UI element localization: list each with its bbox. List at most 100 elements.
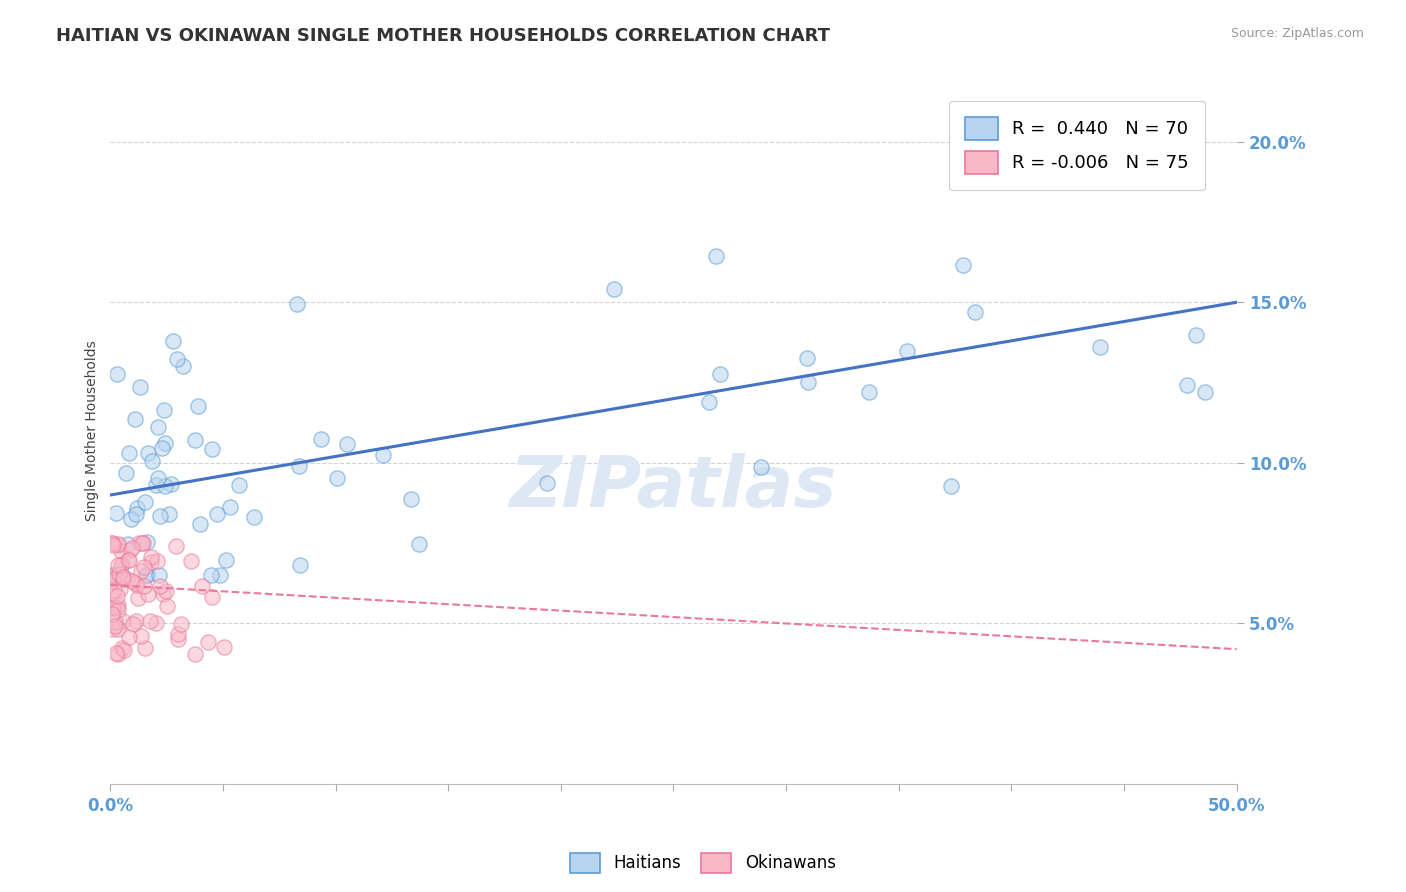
Point	[101, 572, 124, 586]
Point	[105, 589, 128, 603]
Point	[167, 627, 190, 641]
Point	[952, 258, 974, 272]
Point	[167, 632, 190, 647]
Point	[117, 537, 139, 551]
Point	[858, 385, 880, 400]
Point	[285, 297, 308, 311]
Text: ZIPatlas: ZIPatlas	[510, 453, 837, 522]
Point	[107, 558, 129, 573]
Point	[288, 458, 311, 473]
Legend: R =  0.440   N = 70, R = -0.006   N = 75: R = 0.440 N = 70, R = -0.006 N = 75	[949, 101, 1205, 190]
Point	[122, 616, 145, 631]
Point	[146, 554, 169, 568]
Point	[1185, 328, 1208, 343]
Point	[1175, 378, 1198, 392]
Point	[326, 471, 349, 485]
Point	[135, 535, 157, 549]
Point	[110, 544, 132, 558]
Point	[129, 379, 152, 393]
Point	[336, 436, 359, 450]
Point	[111, 570, 134, 584]
Point	[288, 558, 311, 573]
Point	[117, 552, 139, 566]
Point	[132, 559, 155, 574]
Point	[212, 640, 235, 654]
Point	[155, 478, 177, 492]
Point	[149, 579, 172, 593]
Point	[162, 334, 184, 348]
Point	[243, 510, 266, 524]
Point	[104, 506, 127, 520]
Point	[107, 537, 129, 551]
Point	[170, 617, 193, 632]
Point	[125, 615, 148, 629]
Point	[115, 467, 138, 481]
Point	[136, 568, 159, 582]
Text: Source: ZipAtlas.com: Source: ZipAtlas.com	[1230, 27, 1364, 40]
Point	[132, 579, 155, 593]
Point	[107, 647, 129, 661]
Point	[131, 536, 153, 550]
Point	[187, 399, 209, 413]
Point	[155, 584, 177, 599]
Point	[105, 646, 128, 660]
Point	[107, 598, 129, 612]
Point	[699, 394, 721, 409]
Point	[149, 508, 172, 523]
Point	[704, 249, 727, 263]
Point	[121, 541, 143, 555]
Point	[152, 403, 174, 417]
Point	[111, 558, 134, 572]
Point	[101, 536, 124, 550]
Point	[709, 367, 731, 381]
Point	[124, 576, 146, 591]
Point	[166, 539, 188, 553]
Point	[797, 376, 820, 390]
Point	[121, 574, 143, 588]
Legend: Haitians, Okinawans: Haitians, Okinawans	[564, 847, 842, 880]
Point	[104, 615, 127, 629]
Point	[190, 579, 212, 593]
Point	[150, 442, 173, 456]
Point	[112, 573, 135, 587]
Point	[117, 630, 139, 644]
Y-axis label: Single Mother Households: Single Mother Households	[86, 341, 100, 521]
Point	[152, 587, 174, 601]
Point	[136, 587, 159, 601]
Point	[1194, 384, 1216, 399]
Point	[129, 629, 152, 643]
Point	[108, 582, 131, 596]
Point	[139, 555, 162, 569]
Point	[408, 536, 430, 550]
Point	[107, 602, 129, 616]
Point	[127, 500, 149, 515]
Point	[184, 434, 207, 448]
Point	[103, 538, 125, 552]
Point	[145, 616, 167, 631]
Point	[197, 635, 219, 649]
Point	[373, 448, 395, 462]
Point	[603, 282, 626, 296]
Point	[101, 600, 124, 615]
Point	[148, 568, 170, 582]
Point	[124, 412, 146, 426]
Point	[201, 591, 224, 605]
Point	[100, 567, 122, 582]
Point	[131, 536, 153, 550]
Point	[145, 478, 167, 492]
Point	[134, 495, 156, 509]
Point	[201, 442, 224, 456]
Point	[120, 512, 142, 526]
Text: HAITIAN VS OKINAWAN SINGLE MOTHER HOUSEHOLDS CORRELATION CHART: HAITIAN VS OKINAWAN SINGLE MOTHER HOUSEH…	[56, 27, 830, 45]
Point	[963, 304, 986, 318]
Point	[135, 568, 157, 582]
Point	[215, 553, 238, 567]
Point	[749, 460, 772, 475]
Point	[101, 568, 124, 582]
Point	[104, 618, 127, 632]
Point	[157, 507, 180, 521]
Point	[153, 436, 176, 450]
Point	[128, 536, 150, 550]
Point	[110, 558, 132, 572]
Point	[105, 599, 128, 614]
